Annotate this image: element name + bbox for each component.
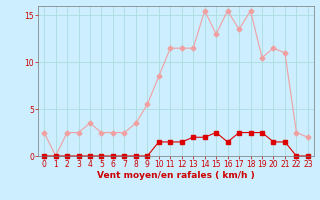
X-axis label: Vent moyen/en rafales ( km/h ): Vent moyen/en rafales ( km/h )	[97, 171, 255, 180]
